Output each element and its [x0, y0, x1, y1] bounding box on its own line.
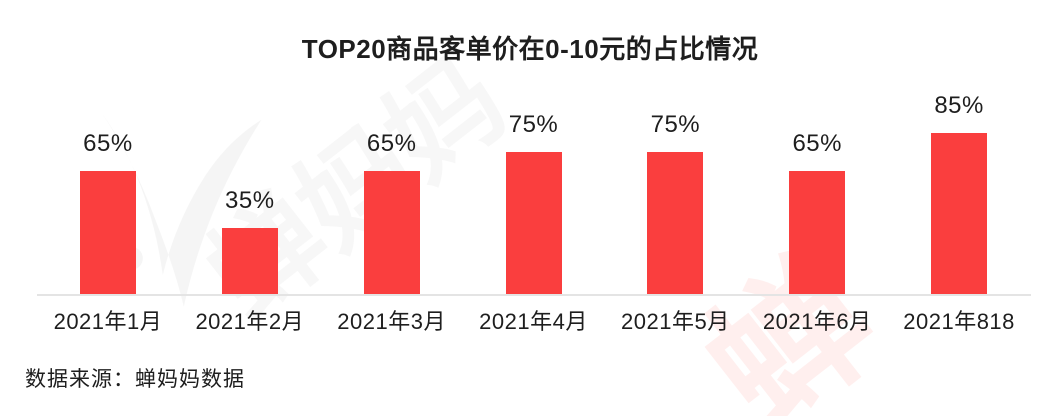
chart-title: TOP20商品客单价在0-10元的占比情况	[301, 34, 759, 64]
x-axis-label: 2021年2月	[195, 309, 305, 334]
x-axis-label: 2021年3月	[337, 309, 446, 334]
x-axis-labels-row: 2021年1月 2021年2月 2021年3月 2021年4月 2021年5月 2021年…	[37, 309, 1030, 335]
data-source-note: 数据来源：蝉妈妈数据	[25, 368, 245, 391]
bar-column: 65%	[321, 130, 463, 295]
bar	[363, 171, 420, 295]
bar-value-label: 35%	[225, 187, 275, 214]
bar-column: 75%	[463, 111, 605, 295]
bar-column: 35%	[179, 187, 321, 295]
bar-column: 65%	[37, 130, 179, 295]
bar-value-label: 65%	[792, 130, 842, 157]
x-axis-line	[37, 294, 1031, 296]
bar-value-label: 75%	[650, 111, 701, 138]
x-axis-label: 2021年1月	[53, 309, 163, 334]
bar	[221, 228, 278, 295]
bar	[505, 152, 562, 295]
x-axis-label: 2021年5月	[621, 309, 730, 334]
x-axis-label: 2021年6月	[762, 309, 872, 334]
x-axis-label: 2021年4月	[479, 309, 588, 334]
bars-row: 65% 35% 65% 75% 75% 65% 85%	[37, 92, 1030, 295]
x-axis-label: 2021年818	[903, 309, 1015, 334]
bar-value-label: 65%	[366, 130, 417, 157]
bar	[931, 133, 988, 295]
bar-column: 85%	[888, 92, 1030, 295]
bar-value-label: 85%	[934, 92, 984, 119]
bar	[647, 152, 704, 295]
bar-value-label: 65%	[83, 130, 133, 157]
bar	[79, 171, 136, 295]
bar-column: 75%	[604, 111, 746, 295]
bar-column: 65%	[746, 130, 888, 295]
bar-value-label: 75%	[508, 111, 559, 138]
bar	[789, 171, 846, 295]
